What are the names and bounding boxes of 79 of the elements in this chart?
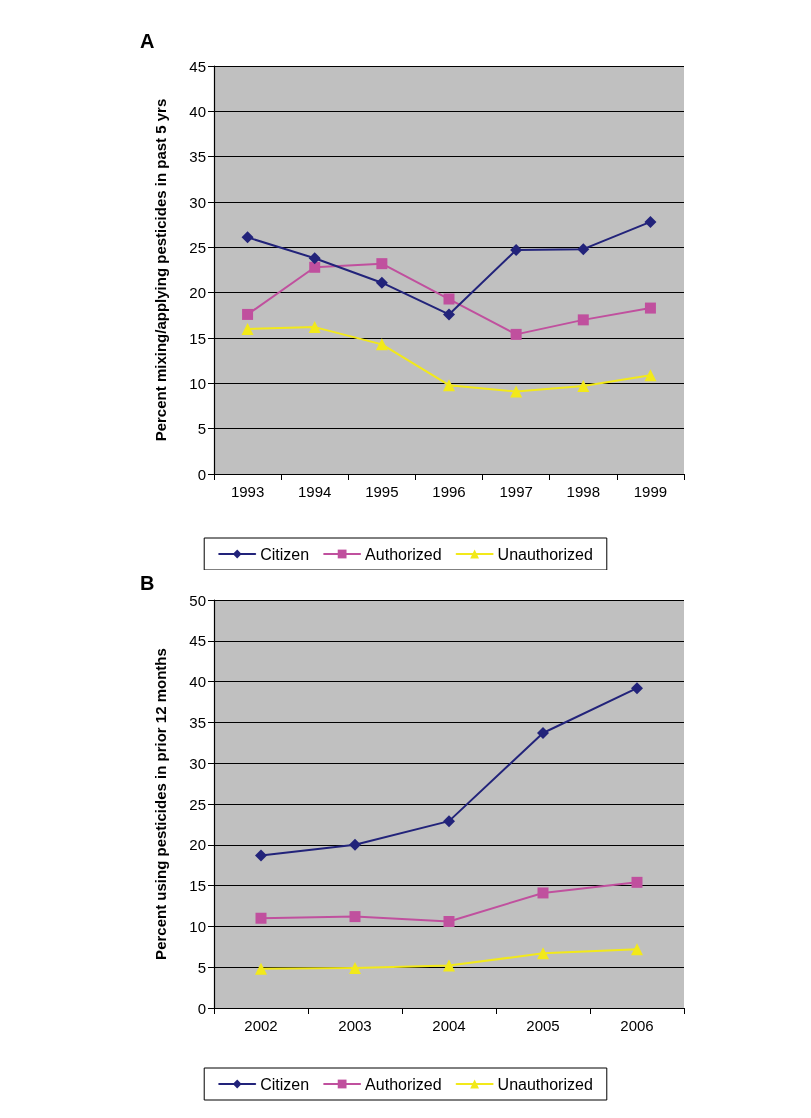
x-tick-label: 1998	[566, 483, 600, 500]
point	[443, 959, 455, 972]
point	[510, 385, 523, 398]
y-tick-label: 5	[197, 420, 206, 438]
y-tick-label: 40	[189, 102, 206, 120]
y-tick-label: 25	[189, 238, 206, 256]
x-tick-label: 2002	[244, 1017, 278, 1034]
point	[349, 962, 361, 975]
x-tick-label: 2005	[526, 1017, 560, 1034]
point	[308, 252, 321, 265]
point	[443, 916, 455, 927]
point	[255, 849, 267, 862]
x-tick-label: 1996	[432, 483, 466, 500]
legend-label: Authorized	[365, 545, 442, 563]
point	[349, 911, 361, 923]
y-tick-label: 50	[189, 591, 206, 609]
legend-label: Citizen	[260, 1075, 310, 1093]
y-tick-label: 0	[197, 999, 206, 1017]
y-axis-title: Percent mixing/applying pesticides in past 5 yrs	[152, 98, 169, 442]
x-tick-label: 2003	[338, 1017, 372, 1034]
point	[644, 302, 656, 314]
point	[631, 876, 643, 888]
point	[443, 293, 455, 305]
point	[510, 244, 523, 257]
point	[443, 379, 455, 392]
point	[241, 322, 254, 335]
point	[376, 258, 388, 270]
point	[577, 314, 589, 326]
y-tick-label: 0	[197, 465, 206, 483]
point	[375, 338, 388, 351]
point	[255, 962, 267, 975]
point	[577, 380, 590, 393]
y-tick-label: 20	[189, 836, 206, 854]
y-tick-label: 45	[189, 57, 206, 75]
y-tick-label: 30	[189, 193, 206, 211]
x-tick-label: 1994	[298, 483, 332, 500]
y-tick-label: 20	[189, 284, 206, 302]
x-tick-label: 2006	[620, 1017, 654, 1034]
chart-title: A	[140, 30, 155, 52]
point	[443, 815, 455, 828]
y-tick-label: 10	[189, 917, 206, 935]
point	[242, 308, 254, 320]
point	[631, 682, 643, 695]
x-tick-label: 1997	[499, 483, 533, 500]
y-tick-label: 35	[189, 148, 206, 166]
point	[375, 276, 388, 289]
y-tick-label: 5	[197, 958, 206, 976]
point	[309, 261, 321, 273]
y-tick-label: 30	[189, 754, 206, 772]
x-tick-label: 1993	[230, 483, 265, 500]
y-tick-label: 45	[189, 632, 206, 650]
y-tick-label: 25	[189, 795, 206, 813]
x-tick-label: 1995	[365, 483, 399, 500]
chart-title: B	[140, 572, 155, 594]
y-tick-label: 15	[189, 329, 206, 347]
y-axis-title: Percent using pesticides in prior 12 months	[152, 648, 169, 960]
legend-label: Unauthorized	[497, 545, 593, 563]
point	[631, 943, 643, 956]
y-tick-label: 10	[189, 374, 206, 392]
point	[644, 369, 657, 382]
point	[443, 308, 455, 321]
legend-label: Citizen	[260, 545, 310, 563]
point	[644, 215, 657, 228]
point	[349, 838, 361, 851]
point	[537, 947, 549, 960]
x-tick-label: 2004	[432, 1017, 466, 1034]
x-tick-label: 1999	[633, 483, 668, 500]
legend-label: Unauthorized	[497, 1075, 593, 1093]
point	[255, 912, 267, 924]
point	[577, 243, 590, 256]
point	[308, 321, 321, 334]
y-tick-label: 35	[189, 713, 206, 731]
y-tick-label: 15	[189, 877, 206, 895]
legend-label: Authorized	[365, 1075, 442, 1093]
point	[537, 887, 549, 899]
point	[510, 328, 522, 340]
y-tick-label: 40	[189, 673, 206, 691]
point	[241, 231, 254, 244]
point	[537, 727, 549, 740]
